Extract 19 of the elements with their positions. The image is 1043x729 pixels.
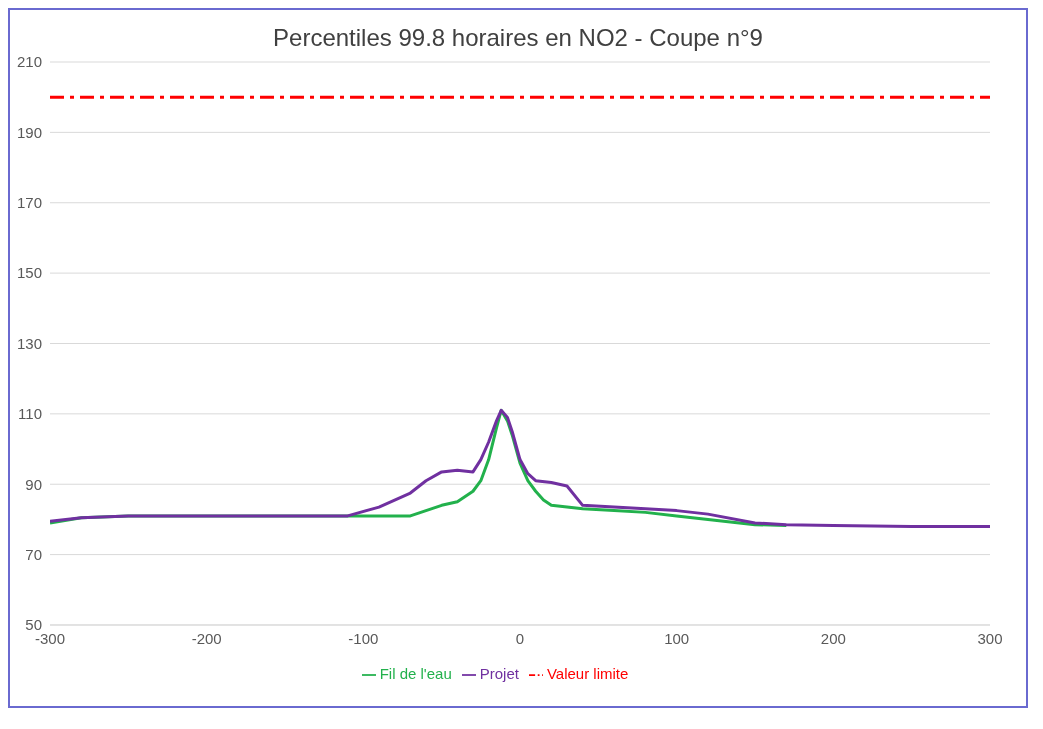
chart-title: Percentiles 99.8 horaires en NO2 - Coupe n°9 [272, 24, 764, 52]
x-tick-label: -200 [191, 629, 222, 647]
y-tick-label: 130 [16, 334, 42, 352]
x-tick-label: 100 [664, 629, 690, 647]
legend-label: Valeur limite [546, 664, 629, 682]
legend-label: Fil de l'eau [379, 664, 452, 682]
y-tick-label: 210 [16, 53, 42, 71]
y-tick-label: 110 [18, 405, 42, 423]
y-tick-label: 70 [25, 545, 42, 563]
x-tick-label: 300 [977, 629, 1003, 647]
x-tick-label: 0 [515, 629, 525, 647]
line-series [50, 408, 990, 528]
x-tick-label: -100 [348, 629, 379, 647]
y-tick-label: 150 [16, 264, 42, 282]
y-tick-label: 170 [16, 194, 42, 212]
y-tick-label: 190 [16, 123, 42, 141]
x-tick-label: 200 [820, 629, 846, 647]
y-tick-label: 90 [25, 475, 42, 493]
legend-label: Projet [479, 664, 519, 682]
